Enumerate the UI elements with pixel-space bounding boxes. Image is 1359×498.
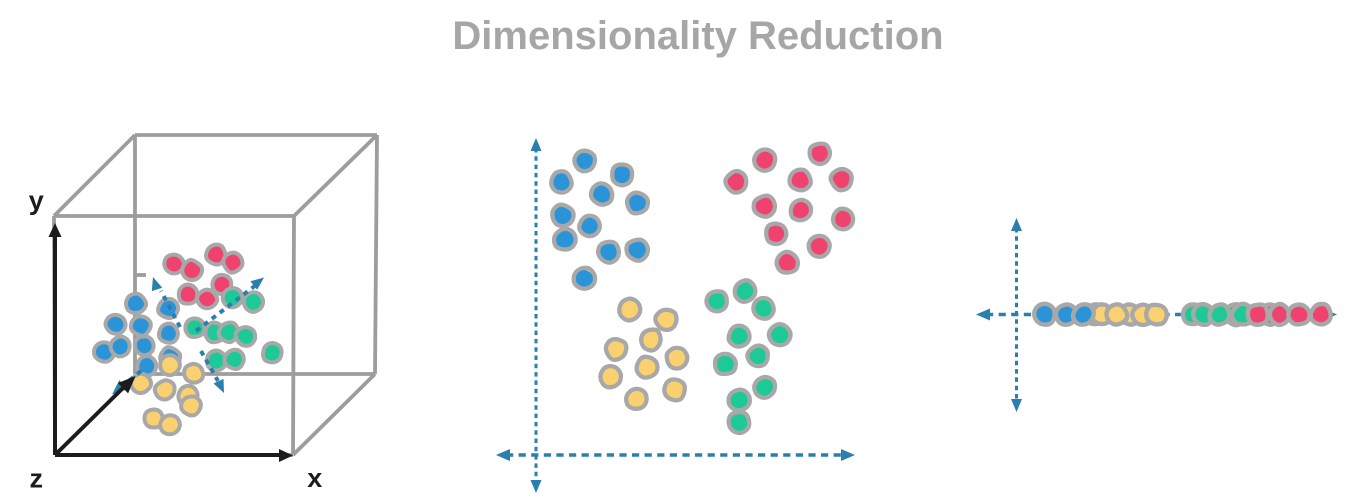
svg-text:z: z [30, 464, 44, 494]
svg-text:x: x [307, 463, 322, 493]
svg-text:y: y [29, 186, 44, 216]
svg-text:Dimensionality Reduction: Dimensionality Reduction [452, 14, 943, 58]
